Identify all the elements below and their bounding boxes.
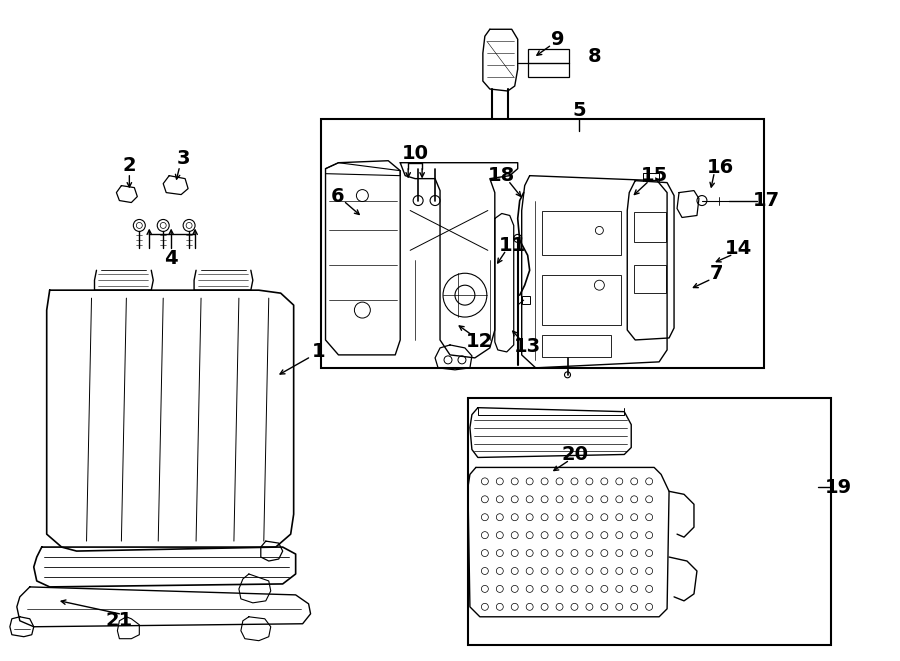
Text: 3: 3 bbox=[176, 149, 190, 169]
Text: 1: 1 bbox=[311, 342, 326, 362]
Bar bbox=[542, 210, 621, 255]
Text: 4: 4 bbox=[165, 249, 178, 268]
Text: 18: 18 bbox=[488, 166, 516, 185]
Text: 17: 17 bbox=[753, 191, 780, 210]
Text: 2: 2 bbox=[122, 156, 136, 175]
Bar bbox=[468, 398, 832, 644]
Bar bbox=[527, 49, 570, 77]
Bar bbox=[320, 119, 764, 368]
Text: 6: 6 bbox=[330, 187, 345, 206]
Text: 8: 8 bbox=[588, 47, 601, 65]
Text: 11: 11 bbox=[500, 236, 526, 255]
Text: 7: 7 bbox=[710, 264, 724, 283]
Bar bbox=[542, 335, 611, 357]
Text: 14: 14 bbox=[725, 239, 752, 258]
Text: 13: 13 bbox=[514, 337, 541, 356]
Text: 19: 19 bbox=[824, 478, 852, 497]
Text: 9: 9 bbox=[551, 30, 564, 49]
Bar bbox=[542, 275, 621, 325]
Text: 5: 5 bbox=[572, 101, 586, 120]
Text: 20: 20 bbox=[562, 445, 589, 464]
Text: 21: 21 bbox=[106, 611, 133, 631]
Text: 12: 12 bbox=[466, 332, 493, 352]
Text: 16: 16 bbox=[707, 158, 734, 177]
Text: 15: 15 bbox=[641, 166, 668, 185]
Text: 10: 10 bbox=[401, 144, 428, 163]
Bar bbox=[634, 212, 666, 243]
Bar bbox=[522, 296, 530, 304]
Bar bbox=[634, 265, 666, 293]
